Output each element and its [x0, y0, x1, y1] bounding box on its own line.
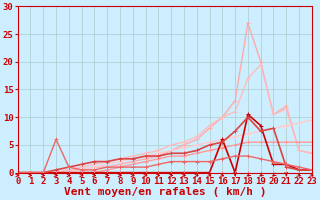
- X-axis label: Vent moyen/en rafales ( km/h ): Vent moyen/en rafales ( km/h ): [64, 187, 266, 197]
